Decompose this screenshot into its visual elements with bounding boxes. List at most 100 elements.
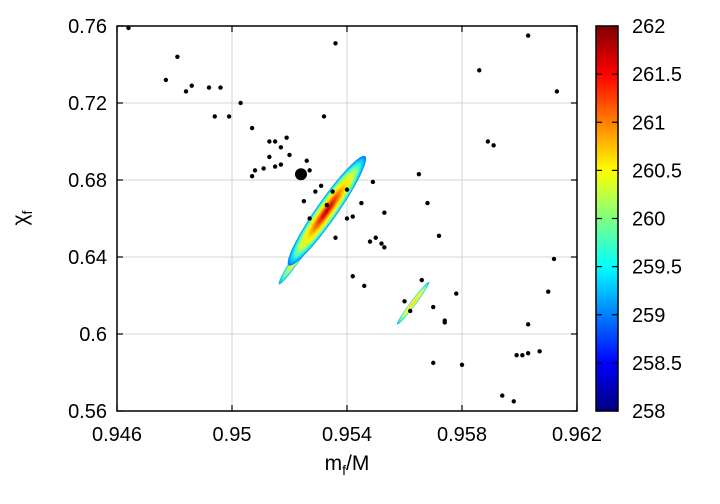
- best-fit-point: [295, 168, 307, 181]
- sample-point: [525, 322, 531, 327]
- colorbar-tick-label: 259.5: [632, 257, 682, 279]
- sample-point: [551, 256, 557, 262]
- x-axis-ticks: 0.946 0.95 0.954 0.958 0.962: [92, 26, 602, 446]
- sample-point: [485, 139, 491, 144]
- sample-point: [344, 216, 350, 221]
- sample-point: [511, 399, 516, 404]
- sample-point: [318, 183, 324, 188]
- sample-point: [272, 139, 278, 144]
- x-axis-label: mf/M: [325, 452, 370, 478]
- sample-point: [477, 68, 482, 73]
- sample-point: [284, 135, 289, 140]
- colorbar-tick-label: 261.5: [632, 64, 682, 86]
- sample-point: [431, 360, 436, 366]
- sample-point: [278, 145, 284, 150]
- sample-point: [304, 158, 309, 163]
- sample-points: [126, 26, 560, 404]
- x-tick-label: 0.958: [437, 424, 487, 446]
- x-tick-label: 0.962: [552, 424, 602, 446]
- colorbar-tick-label: 260.5: [632, 160, 682, 182]
- sample-point: [321, 114, 327, 119]
- y-tick-label: 0.68: [68, 170, 107, 192]
- sample-point: [183, 89, 189, 94]
- sample-point: [307, 168, 312, 173]
- y-axis-ticks: 0.56 0.6 0.64 0.68 0.72 0.76: [68, 16, 577, 423]
- sample-point: [249, 125, 255, 131]
- sample-point: [459, 362, 465, 367]
- sample-point: [189, 83, 194, 88]
- sample-point: [272, 164, 278, 169]
- sample-point: [425, 200, 430, 206]
- sample-point: [249, 173, 255, 179]
- colorbar-tick-label: 259: [632, 305, 665, 327]
- sample-point: [454, 291, 459, 296]
- sample-point: [382, 210, 387, 215]
- sample-point: [359, 200, 364, 206]
- sample-point: [370, 179, 376, 185]
- colorbar-tick-label: 262: [632, 16, 665, 38]
- sample-point: [344, 187, 350, 192]
- colorbar-tick-label: 261: [632, 112, 665, 134]
- sample-point: [373, 235, 378, 240]
- sample-point: [324, 202, 330, 208]
- sample-point: [431, 304, 436, 310]
- sample-point: [514, 352, 519, 358]
- sample-point: [350, 274, 355, 279]
- sample-point: [419, 277, 424, 283]
- y-tick-label: 0.72: [68, 93, 107, 115]
- sample-point: [537, 349, 542, 354]
- sample-point: [126, 26, 131, 31]
- y-tick-label: 0.56: [68, 401, 107, 423]
- sample-point: [261, 166, 266, 171]
- heat-region-main: [287, 155, 367, 266]
- sample-point: [267, 154, 272, 160]
- sample-point: [287, 152, 292, 158]
- heat-regions: [278, 155, 430, 325]
- sample-point: [218, 85, 223, 90]
- sample-point: [491, 143, 496, 148]
- x-tick-label: 0.954: [322, 424, 372, 446]
- sample-point: [267, 139, 272, 144]
- sample-point: [367, 239, 373, 244]
- sample-point: [226, 114, 232, 119]
- sample-point: [379, 241, 384, 246]
- sample-point: [175, 54, 180, 59]
- sample-point: [525, 351, 531, 356]
- sample-point: [554, 89, 560, 94]
- sample-point: [278, 162, 284, 167]
- sample-point: [313, 189, 318, 194]
- sample-point: [307, 216, 312, 221]
- y-tick-label: 0.76: [68, 16, 107, 38]
- sample-point: [330, 189, 335, 194]
- colorbar-tick-label: 258.5: [632, 353, 682, 375]
- sample-point: [333, 235, 338, 240]
- sample-point: [546, 289, 551, 294]
- x-tick-label: 0.946: [92, 424, 142, 446]
- sample-point: [252, 168, 258, 173]
- sample-point: [520, 352, 525, 358]
- y-tick-label: 0.6: [79, 324, 107, 346]
- colorbar-tick-label: 260: [632, 209, 665, 231]
- sample-point: [500, 393, 505, 398]
- sample-point: [163, 77, 169, 83]
- sample-point: [212, 114, 217, 119]
- sample-point: [382, 245, 387, 250]
- sample-point: [442, 318, 447, 323]
- y-tick-label: 0.64: [68, 247, 107, 269]
- sample-point: [301, 198, 307, 204]
- sample-point: [525, 33, 531, 38]
- x-tick-label: 0.95: [213, 424, 252, 446]
- sample-point: [206, 85, 212, 90]
- colorbar-tick-label: 258: [632, 401, 665, 423]
- sample-point: [350, 214, 355, 219]
- sample-point: [333, 41, 338, 46]
- colorbar-ticks: 258 258.5 259 259.5 260 260.5 261 261.5 262: [596, 16, 682, 423]
- sample-point: [362, 283, 367, 289]
- heat-region-tail: [396, 281, 430, 325]
- sample-point: [416, 172, 422, 177]
- sample-point: [436, 233, 442, 239]
- y-axis-label: χf: [9, 210, 35, 225]
- sample-point: [238, 100, 243, 106]
- sample-point: [402, 299, 407, 304]
